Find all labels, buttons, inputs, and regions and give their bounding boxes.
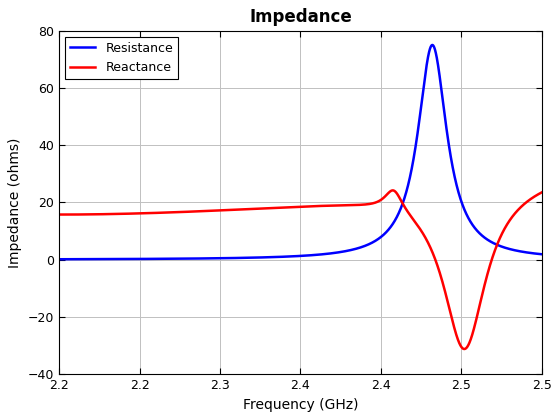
Resistance — [56, 257, 63, 262]
Reactance — [345, 203, 352, 208]
Reactance — [389, 188, 396, 193]
Resistance — [452, 180, 459, 185]
Resistance — [416, 118, 423, 123]
Legend: Resistance, Reactance: Resistance, Reactance — [66, 37, 178, 79]
Reactance — [461, 346, 468, 352]
Line: Resistance: Resistance — [59, 45, 542, 259]
Resistance — [143, 256, 150, 261]
Reactance — [240, 207, 247, 212]
X-axis label: Frequency (GHz): Frequency (GHz) — [242, 398, 358, 412]
Title: Impedance: Impedance — [249, 8, 352, 26]
Reactance — [416, 226, 423, 231]
Resistance — [538, 252, 545, 257]
Reactance — [538, 190, 545, 195]
Resistance — [370, 240, 376, 245]
Resistance — [345, 248, 352, 253]
Resistance — [429, 42, 436, 47]
Reactance — [452, 331, 459, 336]
Resistance — [240, 255, 247, 260]
Reactance — [370, 201, 376, 206]
Reactance — [56, 212, 63, 217]
Y-axis label: Impedance (ohms): Impedance (ohms) — [8, 137, 22, 268]
Line: Reactance: Reactance — [59, 190, 542, 349]
Reactance — [143, 211, 150, 216]
